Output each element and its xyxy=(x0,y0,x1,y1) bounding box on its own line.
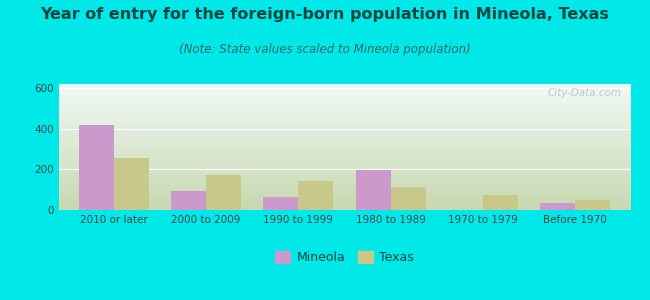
Text: City-Data.com: City-Data.com xyxy=(548,88,622,98)
Bar xyxy=(206,176,241,210)
Bar xyxy=(79,124,114,210)
Bar xyxy=(575,200,610,210)
Legend: Mineola, Texas: Mineola, Texas xyxy=(270,246,419,269)
Bar xyxy=(356,170,391,210)
Bar xyxy=(540,203,575,210)
Bar xyxy=(298,181,333,210)
Bar xyxy=(263,197,298,210)
Bar xyxy=(391,187,426,210)
Text: (Note: State values scaled to Mineola population): (Note: State values scaled to Mineola po… xyxy=(179,44,471,56)
Bar xyxy=(114,158,149,210)
Bar xyxy=(171,191,206,210)
Text: Year of entry for the foreign-born population in Mineola, Texas: Year of entry for the foreign-born popul… xyxy=(40,8,610,22)
Bar xyxy=(483,195,518,210)
